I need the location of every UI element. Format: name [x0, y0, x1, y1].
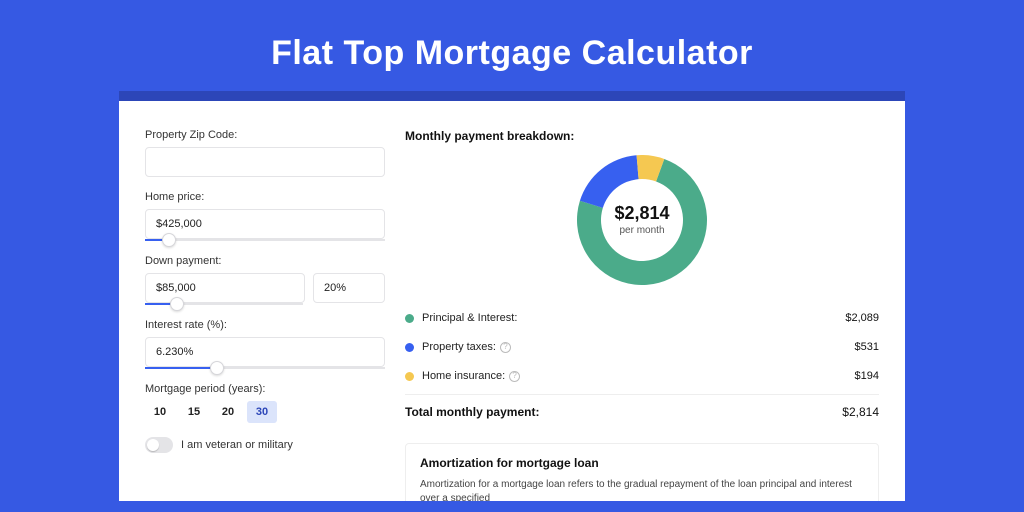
total-value: $2,814 — [842, 405, 879, 419]
page-title: Flat Top Mortgage Calculator — [0, 0, 1024, 91]
interest-rate-input[interactable] — [145, 337, 385, 367]
legend-swatch — [405, 343, 414, 352]
total-label: Total monthly payment: — [405, 405, 842, 419]
slider-fill — [145, 367, 217, 369]
toggle-knob — [147, 439, 159, 451]
donut-svg: $2,814 per month — [577, 155, 707, 285]
breakdown-panel: Monthly payment breakdown: $2,814 per mo… — [405, 129, 879, 501]
legend-label: Home insurance:? — [422, 370, 855, 382]
home-price-label: Home price: — [145, 191, 385, 203]
period-option-10[interactable]: 10 — [145, 401, 175, 423]
home-price-slider[interactable] — [145, 239, 385, 241]
period-option-15[interactable]: 15 — [179, 401, 209, 423]
donut-chart: $2,814 per month — [405, 155, 879, 285]
period-option-30[interactable]: 30 — [247, 401, 277, 423]
down-payment-label: Down payment: — [145, 255, 385, 267]
legend-row: Principal & Interest:$2,089 — [405, 303, 879, 332]
legend-label: Property taxes:? — [422, 341, 855, 353]
field-down-payment: Down payment: — [145, 255, 385, 305]
field-zip: Property Zip Code: — [145, 129, 385, 177]
legend-value: $2,089 — [845, 312, 879, 324]
mortgage-period-label: Mortgage period (years): — [145, 383, 385, 395]
calculator-card: Property Zip Code: Home price: Down paym… — [119, 101, 905, 501]
legend-value: $531 — [855, 341, 879, 353]
amortization-title: Amortization for mortgage loan — [420, 456, 864, 470]
legend-swatch — [405, 372, 414, 381]
breakdown-title: Monthly payment breakdown: — [405, 129, 879, 143]
amortization-box: Amortization for mortgage loan Amortizat… — [405, 443, 879, 501]
slider-thumb[interactable] — [170, 297, 184, 311]
field-home-price: Home price: — [145, 191, 385, 241]
field-mortgage-period: Mortgage period (years): 10152030 — [145, 383, 385, 423]
down-payment-percent-input[interactable] — [313, 273, 385, 303]
breakdown-legend: Principal & Interest:$2,089Property taxe… — [405, 303, 879, 390]
interest-rate-slider[interactable] — [145, 367, 385, 369]
legend-swatch — [405, 314, 414, 323]
info-icon[interactable]: ? — [500, 342, 511, 353]
slider-thumb[interactable] — [162, 233, 176, 247]
donut-center-sub: per month — [619, 225, 664, 236]
mortgage-period-options: 10152030 — [145, 401, 385, 423]
donut-center-value: $2,814 — [614, 203, 669, 223]
total-row: Total monthly payment: $2,814 — [405, 394, 879, 429]
veteran-toggle-row: I am veteran or military — [145, 437, 385, 453]
info-icon[interactable]: ? — [509, 371, 520, 382]
veteran-toggle-label: I am veteran or military — [181, 439, 293, 451]
legend-row: Home insurance:?$194 — [405, 361, 879, 390]
zip-input[interactable] — [145, 147, 385, 177]
zip-label: Property Zip Code: — [145, 129, 385, 141]
donut-slice — [580, 155, 639, 208]
interest-rate-label: Interest rate (%): — [145, 319, 385, 331]
amortization-body: Amortization for a mortgage loan refers … — [420, 478, 864, 501]
banner-strip — [119, 91, 905, 101]
slider-thumb[interactable] — [210, 361, 224, 375]
legend-row: Property taxes:?$531 — [405, 332, 879, 361]
legend-label: Principal & Interest: — [422, 312, 845, 324]
home-price-input[interactable] — [145, 209, 385, 239]
period-option-20[interactable]: 20 — [213, 401, 243, 423]
down-payment-input[interactable] — [145, 273, 305, 303]
input-panel: Property Zip Code: Home price: Down paym… — [145, 129, 385, 501]
veteran-toggle[interactable] — [145, 437, 173, 453]
field-interest-rate: Interest rate (%): — [145, 319, 385, 369]
down-payment-slider[interactable] — [145, 303, 303, 305]
legend-value: $194 — [855, 370, 879, 382]
